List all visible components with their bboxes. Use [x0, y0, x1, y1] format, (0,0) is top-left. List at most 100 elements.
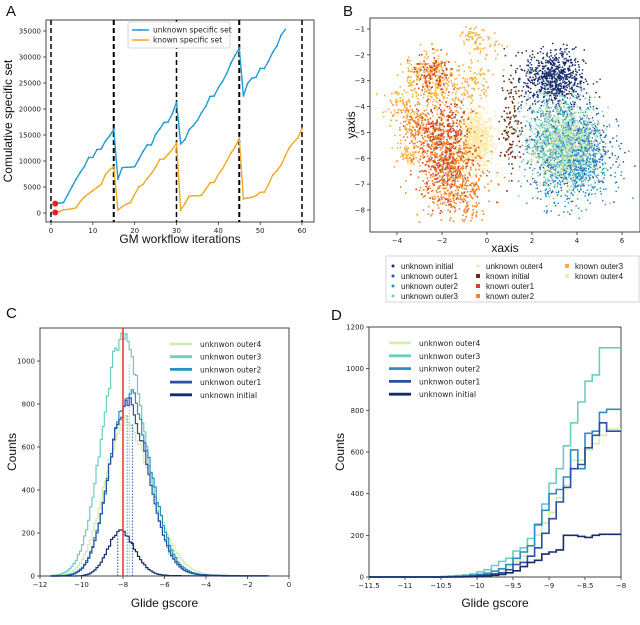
scatter-point	[549, 174, 552, 176]
scatter-point	[479, 139, 482, 142]
scatter-point	[489, 44, 492, 46]
scatter-point	[420, 134, 423, 136]
scatter-point	[458, 198, 460, 200]
scatter-point	[511, 179, 513, 182]
scatter-point	[498, 43, 500, 46]
scatter-point	[512, 96, 514, 98]
scatter-point	[446, 53, 448, 56]
scatter-point	[468, 104, 471, 107]
scatter-point	[534, 78, 537, 81]
scatter-point	[550, 88, 552, 91]
scatter-point	[405, 180, 407, 182]
scatter-point	[423, 142, 426, 144]
scatter-point	[422, 154, 425, 157]
scatter-point	[434, 100, 437, 102]
scatter-point	[521, 89, 524, 92]
scatter-point	[583, 172, 586, 174]
scatter-point	[409, 70, 412, 73]
scatter-point	[562, 43, 565, 46]
data-point	[267, 60, 270, 63]
scatter-point	[512, 77, 515, 80]
scatter-point	[440, 109, 442, 111]
scatter-point	[475, 145, 478, 148]
scatter-point	[507, 149, 509, 152]
scatter-point	[474, 113, 476, 115]
scatter-point	[569, 174, 572, 176]
scatter-point	[444, 66, 447, 69]
scatter-point	[415, 95, 418, 98]
scatter-point	[509, 111, 511, 113]
scatter-point	[482, 150, 485, 153]
scatter-point	[407, 154, 410, 156]
scatter-point	[566, 44, 568, 46]
scatter-point	[421, 122, 423, 124]
scatter-point	[526, 85, 529, 88]
scatter-point	[433, 106, 436, 109]
scatter-point	[461, 152, 464, 154]
scatter-point	[483, 78, 485, 80]
scatter-point	[485, 81, 488, 83]
scatter-point	[454, 178, 456, 181]
scatter-point	[450, 103, 452, 106]
scatter-point	[593, 143, 596, 146]
scatter-point	[434, 141, 436, 144]
scatter-point	[427, 67, 430, 69]
scatter-point	[503, 110, 506, 113]
scatter-point	[423, 80, 426, 82]
scatter-point	[395, 111, 397, 114]
scatter-point	[440, 142, 443, 145]
scatter-point	[463, 118, 465, 121]
scatter-point	[425, 109, 428, 111]
scatter-point	[584, 195, 587, 197]
scatter-point	[475, 152, 477, 155]
scatter-point	[571, 88, 574, 91]
scatter-point	[449, 210, 452, 213]
scatter-point	[485, 112, 488, 115]
scatter-point	[430, 96, 433, 99]
scatter-point	[448, 195, 450, 197]
scatter-point	[466, 162, 468, 165]
scatter-point	[474, 127, 477, 129]
scatter-point	[553, 58, 556, 61]
scatter-point	[476, 47, 479, 49]
data-point	[91, 189, 94, 192]
scatter-point	[547, 68, 550, 71]
scatter-point	[451, 153, 453, 156]
scatter-point	[450, 173, 452, 176]
scatter-point	[416, 78, 418, 81]
scatter-point	[437, 207, 440, 209]
scatter-point	[530, 91, 532, 94]
scatter-point	[425, 123, 428, 126]
scatter-point	[428, 159, 431, 162]
scatter-point	[416, 103, 419, 106]
scatter-point	[410, 76, 412, 79]
scatter-point	[455, 122, 458, 124]
scatter-point	[398, 108, 400, 111]
scatter-point	[468, 77, 471, 80]
scatter-point	[614, 154, 617, 157]
scatter-point	[556, 177, 559, 180]
scatter-point	[503, 47, 506, 50]
scatter-point	[436, 86, 439, 89]
scatter-point	[427, 101, 430, 104]
data-point	[179, 142, 182, 145]
scatter-point	[466, 92, 469, 95]
scatter-point	[435, 143, 438, 145]
scatter-point	[465, 206, 467, 208]
scatter-point	[574, 179, 577, 181]
scatter-point	[475, 149, 477, 152]
scatter-point	[409, 173, 412, 176]
scatter-point	[477, 163, 480, 166]
scatter-point	[470, 97, 473, 99]
scatter-point	[476, 115, 479, 117]
scatter-point	[407, 161, 409, 164]
scatter-point	[401, 71, 404, 73]
scatter-point	[454, 142, 457, 144]
scatter-point	[416, 130, 419, 132]
scatter-point	[412, 156, 415, 159]
scatter-point	[471, 148, 474, 150]
scatter-point	[560, 68, 563, 71]
data-point	[163, 121, 165, 124]
scatter-point	[573, 84, 576, 86]
scatter-point	[551, 64, 554, 67]
